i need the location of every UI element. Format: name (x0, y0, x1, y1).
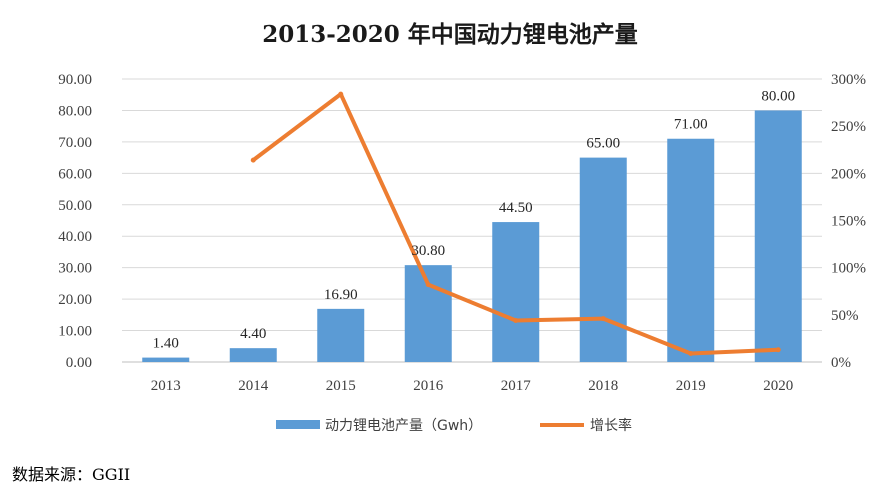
y-left-tick-label: 30.00 (58, 261, 92, 277)
y-right-tick-label: 50% (831, 308, 859, 324)
legend: 动力锂电池产量（Gwh） 增长率 (276, 417, 632, 434)
bar-series (142, 110, 802, 362)
chart-title: 2013-2020 年中国动力锂电池产量 (262, 21, 638, 48)
y-right-tick-label: 0% (831, 355, 851, 371)
growth-rate-point (600, 316, 606, 322)
bar-data-label: 4.40 (240, 326, 266, 342)
growth-rate-point (338, 91, 344, 97)
source-note: 数据来源：GGII (12, 465, 131, 484)
growth-rate-point (513, 317, 519, 323)
gridlines (122, 78, 822, 363)
growth-rate-point (688, 351, 694, 357)
y-left-tick-label: 40.00 (58, 229, 92, 245)
bar-data-label: 1.40 (153, 336, 179, 352)
growth-rate-point (775, 347, 781, 353)
bar (667, 138, 715, 362)
x-tick-label: 2018 (588, 378, 618, 394)
y-left-tick-label: 50.00 (58, 198, 92, 214)
x-tick-label: 2020 (763, 378, 793, 394)
y-left-tick-label: 80.00 (58, 103, 92, 119)
legend-swatch-bar (276, 420, 320, 429)
y-left-tick-label: 20.00 (58, 292, 92, 308)
x-tick-label: 2014 (238, 378, 269, 394)
x-tick-label: 2019 (676, 378, 706, 394)
growth-rate-point (250, 157, 256, 163)
data-labels: 1.40 4.40 16.90 30.80 44.50 65.00 71.00 80.00 (153, 88, 796, 351)
x-tick-label: 2017 (501, 378, 532, 394)
legend-label-line: 增长率 (590, 417, 632, 434)
y-left-tick-label: 70.00 (58, 135, 92, 151)
bar (754, 110, 802, 362)
bar (317, 308, 365, 362)
legend-label-bar: 动力锂电池产量（Gwh） (325, 418, 482, 434)
y-right-tick-label: 200% (831, 166, 866, 182)
x-tick-label: 2013 (151, 378, 181, 394)
bar-data-label: 44.50 (499, 200, 533, 216)
bar (404, 265, 452, 362)
bar (229, 348, 277, 362)
x-tick-label: 2015 (326, 378, 356, 394)
y-left-tick-label: 10.00 (58, 324, 92, 340)
bar-data-label: 65.00 (586, 136, 620, 152)
y-right-tick-label: 100% (831, 261, 866, 277)
y-left-tick-label: 0.00 (66, 355, 92, 371)
y-left-tick-label: 90.00 (58, 72, 92, 88)
bar (579, 157, 627, 362)
y-right-tick-label: 250% (831, 119, 866, 135)
bar-data-label: 80.00 (761, 88, 795, 104)
line-series (250, 91, 781, 357)
bar-data-label: 16.90 (324, 287, 358, 303)
bar-data-label: 30.80 (411, 243, 445, 259)
bar-data-label: 71.00 (674, 117, 708, 133)
growth-rate-point (425, 282, 431, 288)
y-right-tick-label: 300% (831, 72, 866, 88)
y-right-tick-label: 150% (831, 214, 866, 230)
bar (492, 222, 540, 362)
y-left-tick-label: 60.00 (58, 166, 92, 182)
axis-tick-labels: 0.00 10.00 20.00 30.00 40.00 50.00 60.00 70.00 8… (58, 72, 866, 394)
bar (142, 357, 190, 362)
x-tick-label: 2016 (413, 378, 444, 394)
